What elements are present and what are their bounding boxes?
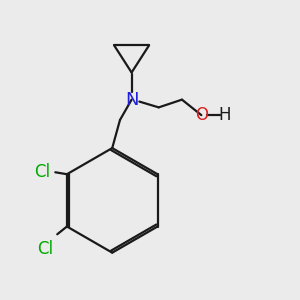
Text: H: H	[218, 106, 231, 124]
Text: O: O	[195, 106, 208, 124]
Text: Cl: Cl	[34, 163, 50, 181]
Text: Cl: Cl	[37, 240, 53, 258]
Text: N: N	[125, 91, 138, 109]
